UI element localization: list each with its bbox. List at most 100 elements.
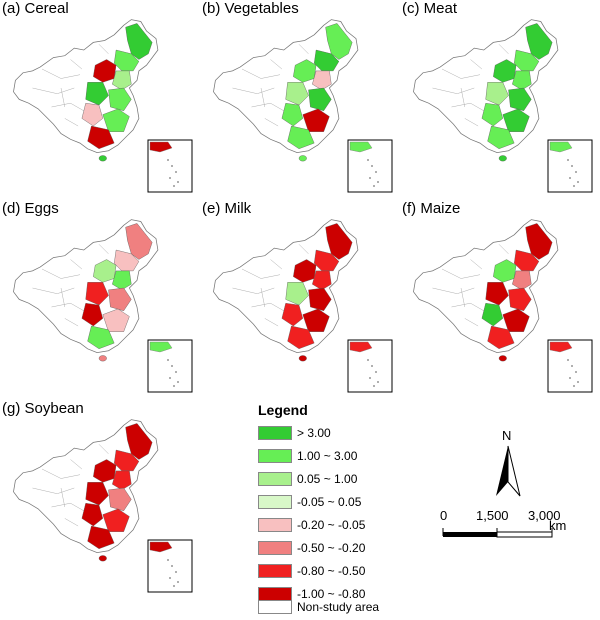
legend-swatch <box>258 600 292 614</box>
hainan-island <box>498 155 507 162</box>
province-border <box>41 468 81 479</box>
map-panel-meat: (c) Meat <box>400 0 595 195</box>
scale-tick-label: 0 <box>440 508 448 523</box>
province-border <box>70 459 83 470</box>
study-region <box>112 70 132 91</box>
province-border <box>498 244 509 254</box>
study-region <box>525 23 553 60</box>
inset-island <box>573 385 575 387</box>
legend-item: -1.00 ~ -0.80 <box>258 585 365 603</box>
hainan-island <box>98 155 107 162</box>
legend-label: 1.00 ~ 3.00 <box>297 449 358 463</box>
inset-island <box>375 171 377 173</box>
province-border <box>251 102 284 112</box>
inset-island <box>575 171 577 173</box>
inset-island <box>175 571 177 573</box>
study-region <box>525 223 553 260</box>
study-region <box>485 82 509 106</box>
legend-item: -0.80 ~ -0.50 <box>258 562 365 580</box>
province-border <box>251 302 284 312</box>
study-region <box>308 87 332 112</box>
legend-label: -0.20 ~ -0.05 <box>297 518 366 532</box>
scale-tick-label: 3,000 <box>528 508 561 523</box>
study-region <box>102 508 130 532</box>
study-region <box>287 125 315 150</box>
study-region <box>487 325 515 350</box>
inset-island <box>169 377 171 379</box>
study-region <box>481 102 504 127</box>
legend-item: -0.20 ~ -0.05 <box>258 516 365 534</box>
province-border <box>32 87 75 94</box>
panel-title: (a) Cereal <box>2 0 69 17</box>
legend: Legend > 3.00 1.00 ~ 3.00 0.05 ~ 1.00 -0… <box>255 402 455 617</box>
china-map <box>413 219 593 393</box>
hainan-island <box>98 555 107 562</box>
inset-island <box>575 371 577 373</box>
panel-title: (c) Meat <box>402 0 458 17</box>
legend-swatch <box>258 472 292 486</box>
province-border <box>70 259 83 270</box>
province-border <box>432 87 475 94</box>
study-region <box>502 108 530 132</box>
study-region <box>285 82 309 106</box>
study-region <box>325 23 353 60</box>
study-region <box>302 308 330 332</box>
inset-land <box>549 141 573 153</box>
legend-item: 0.05 ~ 1.00 <box>258 470 357 488</box>
china-map <box>213 19 393 193</box>
study-region <box>325 223 353 260</box>
inset-island <box>373 185 375 187</box>
map-panel-soybean: (g) Soybean <box>0 400 195 595</box>
inset-island <box>375 371 377 373</box>
inset-island <box>169 177 171 179</box>
legend-item: 1.00 ~ 3.00 <box>258 447 357 465</box>
study-region <box>508 87 532 112</box>
inset-land <box>149 141 173 153</box>
study-region <box>313 249 340 272</box>
province-border <box>441 68 481 79</box>
inset-island <box>167 359 169 361</box>
province-border <box>451 102 484 112</box>
inset-island <box>367 159 369 161</box>
inset-island <box>171 165 173 167</box>
study-region <box>102 308 130 332</box>
province-border <box>60 87 66 108</box>
province-border <box>470 259 483 270</box>
hainan-island <box>498 355 507 362</box>
province-border <box>64 518 79 527</box>
inset-island <box>569 377 571 379</box>
study-region <box>485 282 509 306</box>
province-border <box>441 268 481 279</box>
legend-label: -0.50 ~ -0.20 <box>297 541 366 555</box>
inset-land <box>549 341 573 353</box>
study-region <box>125 423 153 460</box>
study-region <box>125 223 153 260</box>
province-border <box>41 268 81 279</box>
study-region <box>481 302 504 327</box>
panel-title: (g) Soybean <box>2 400 84 417</box>
panel-title: (e) Milk <box>202 200 252 217</box>
inset-island <box>167 559 169 561</box>
province-border <box>270 59 283 70</box>
province-border <box>464 118 479 127</box>
study-region <box>102 108 130 132</box>
province-border <box>64 118 79 127</box>
province-border <box>298 44 309 54</box>
study-region <box>502 308 530 332</box>
study-region <box>308 287 332 312</box>
inset-land <box>349 341 373 353</box>
inset-island <box>373 385 375 387</box>
legend-item: Non-study area <box>258 598 379 616</box>
study-region <box>312 270 332 291</box>
inset-island <box>173 185 175 187</box>
legend-swatch <box>258 518 292 532</box>
study-region <box>113 49 140 72</box>
legend-label: Non-study area <box>297 600 380 614</box>
inset-island <box>177 581 179 583</box>
inset-island <box>177 181 179 183</box>
study-region <box>281 302 304 327</box>
scale-unit: km <box>549 518 567 533</box>
panel-title: (b) Vegetables <box>202 0 299 17</box>
inset-island <box>175 171 177 173</box>
map-panel-maize: (f) Maize <box>400 200 595 395</box>
